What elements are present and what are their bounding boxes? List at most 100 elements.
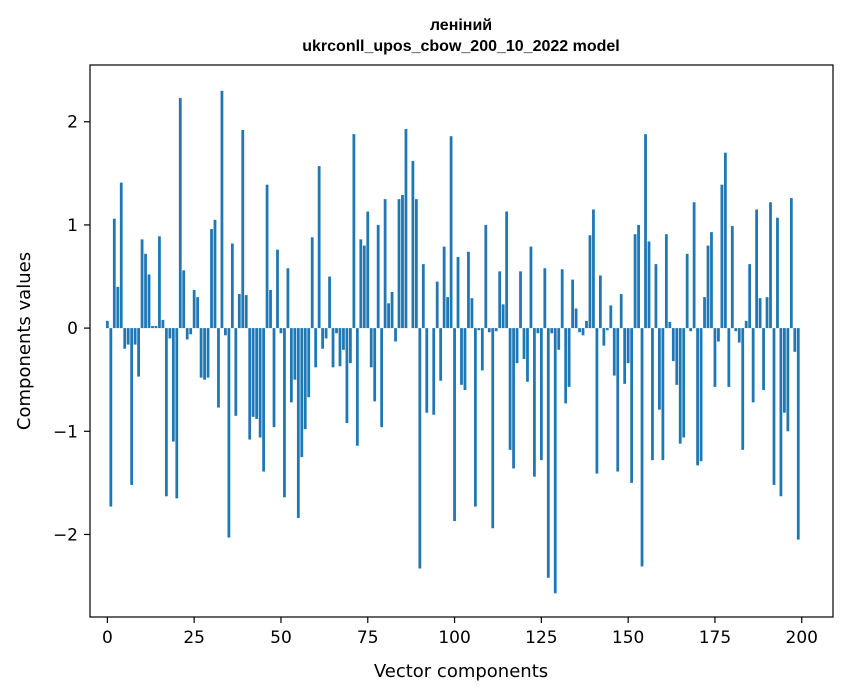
bar-109: [484, 225, 487, 328]
bar-100: [453, 328, 456, 521]
bar-96: [439, 328, 442, 381]
bar-45: [262, 328, 265, 471]
bar-105: [471, 298, 474, 328]
bar-188: [759, 298, 762, 328]
bar-77: [373, 328, 376, 401]
bar-56: [300, 328, 303, 457]
bar-140: [592, 209, 595, 328]
x-tick-label: 25: [183, 628, 205, 648]
bar-152: [634, 234, 637, 328]
bar-160: [661, 328, 664, 460]
bar-24: [189, 328, 192, 334]
bar-72: [356, 328, 359, 446]
bar-110: [488, 328, 491, 332]
bar-28: [203, 328, 206, 380]
bar-141: [596, 328, 599, 473]
bar-16: [162, 320, 165, 328]
bar-5: [123, 328, 126, 349]
bar-126: [543, 268, 546, 328]
bar-48: [273, 328, 276, 427]
bar-4: [120, 183, 123, 328]
bar-11: [144, 254, 147, 328]
bar-119: [519, 271, 522, 328]
bar-37: [234, 328, 237, 416]
bar-182: [738, 328, 741, 342]
bar-0: [106, 321, 109, 328]
bar-83: [394, 328, 397, 341]
bar-113: [498, 271, 501, 328]
bar-62: [321, 328, 324, 349]
bar-21: [179, 98, 182, 328]
bar-147: [616, 328, 619, 471]
bar-69: [346, 328, 349, 423]
bar-18: [168, 328, 171, 338]
bar-131: [561, 269, 564, 328]
bar-199: [797, 328, 800, 540]
bar-38: [238, 294, 241, 328]
x-tick-label: 125: [525, 628, 557, 648]
bar-57: [304, 328, 307, 429]
bar-197: [790, 198, 793, 328]
bar-169: [693, 202, 696, 328]
bar-142: [599, 275, 602, 328]
bar-178: [724, 153, 727, 328]
bar-154: [641, 328, 644, 566]
bar-117: [512, 328, 515, 468]
bar-183: [741, 328, 744, 450]
bar-19: [172, 328, 175, 442]
bar-132: [564, 328, 567, 403]
bar-89: [415, 199, 418, 328]
bar-173: [707, 246, 710, 329]
bar-166: [682, 328, 685, 437]
bar-108: [481, 328, 484, 370]
bar-46: [266, 185, 269, 328]
bar-86: [405, 129, 408, 328]
bar-156: [648, 241, 651, 328]
bar-79: [380, 328, 383, 427]
bar-179: [727, 328, 730, 387]
bar-3: [116, 287, 119, 328]
bar-184: [745, 321, 748, 328]
bar-176: [717, 328, 720, 341]
bar-80: [384, 199, 387, 328]
bar-91: [422, 264, 425, 328]
y-tick-label: −2: [53, 525, 78, 545]
bar-55: [297, 328, 300, 518]
bar-84: [398, 199, 401, 328]
bar-149: [623, 328, 626, 384]
chart-title-line2: ukrconll_upos_cbow_200_10_2022 model: [302, 38, 619, 55]
x-tick-label: 175: [699, 628, 731, 648]
bar-196: [786, 328, 789, 431]
bar-41: [248, 328, 251, 439]
bar-172: [703, 297, 706, 328]
chart-title-line1: леніний: [430, 17, 492, 34]
bar-181: [734, 328, 737, 331]
bar-150: [627, 328, 630, 363]
bar-118: [516, 328, 519, 363]
bar-99: [450, 136, 453, 328]
bar-60: [314, 328, 317, 367]
bar-174: [710, 232, 713, 328]
bar-25: [193, 290, 196, 328]
bar-163: [672, 328, 675, 361]
bar-145: [609, 305, 612, 328]
bar-71: [352, 134, 355, 328]
bar-103: [464, 328, 467, 390]
bar-82: [391, 292, 394, 328]
bar-194: [780, 328, 783, 496]
bar-144: [606, 328, 609, 330]
x-tick-label: 75: [357, 628, 379, 648]
bar-32: [217, 328, 220, 407]
bar-94: [432, 328, 435, 415]
bar-95: [436, 282, 439, 328]
x-tick-label: 0: [102, 628, 113, 648]
bar-157: [651, 328, 654, 460]
bar-136: [578, 328, 581, 332]
bar-120: [523, 328, 526, 359]
bar-155: [644, 134, 647, 328]
bar-122: [530, 247, 533, 329]
bar-92: [425, 328, 428, 413]
bar-116: [509, 328, 512, 450]
